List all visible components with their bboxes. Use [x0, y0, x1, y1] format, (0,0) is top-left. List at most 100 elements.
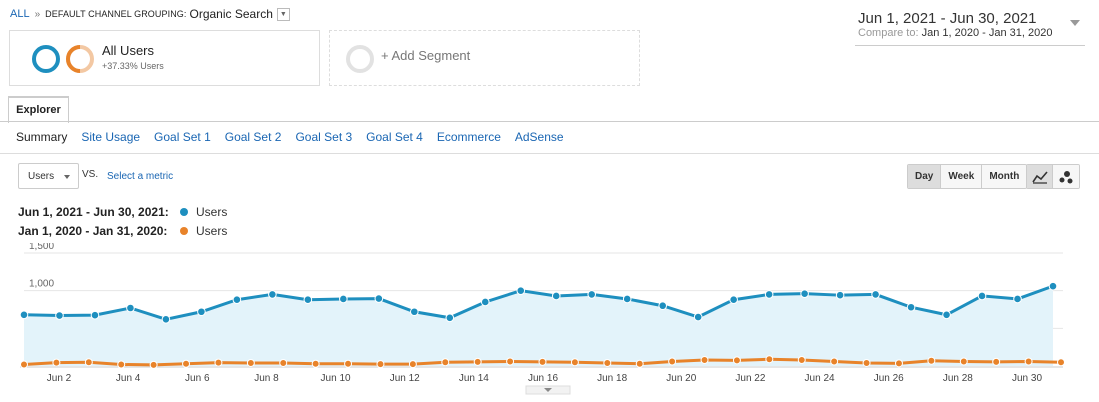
compare-point: [441, 358, 450, 367]
compare-point: [20, 360, 28, 369]
compare-prefix: Compare to:: [858, 27, 919, 39]
primary-point: [55, 311, 64, 320]
primary-area: [24, 286, 1053, 366]
compare-point: [344, 359, 353, 368]
compare-point: [765, 355, 774, 364]
compare-range[interactable]: Compare to: Jan 1, 2020 - Jan 31, 2020: [858, 27, 1052, 39]
primary-point: [977, 291, 987, 301]
legend-range: Jan 1, 2020 - Jan 31, 2020:: [18, 224, 168, 238]
primary-point: [942, 310, 951, 320]
primary-point: [835, 290, 845, 300]
compare-point: [894, 359, 903, 368]
compare-point: [117, 360, 126, 369]
compare-point: [311, 359, 320, 368]
compare-point: [506, 357, 515, 366]
primary-point: [729, 295, 738, 305]
compare-point: [570, 358, 579, 367]
primary-point: [374, 294, 384, 303]
compare-point: [408, 360, 417, 369]
compare-dates: Jan 1, 2020 - Jan 31, 2020: [921, 27, 1053, 39]
subnav-summary[interactable]: Summary: [16, 130, 68, 144]
x-tick-label: Jun 22: [735, 373, 765, 384]
primary-point: [658, 301, 667, 311]
segment-title: All Users: [102, 43, 155, 58]
primary-point: [587, 290, 597, 299]
subnav-adsense[interactable]: AdSense: [514, 130, 564, 144]
compare-point: [149, 360, 158, 369]
compare-point: [1057, 358, 1065, 367]
day-button[interactable]: Day: [908, 165, 941, 188]
primary-point: [622, 294, 632, 304]
chevron-down-icon: [64, 175, 70, 179]
compare-point: [797, 355, 806, 364]
compare-point: [279, 358, 288, 367]
primary-point: [339, 294, 348, 304]
x-tick-label: Jun 8: [254, 373, 279, 384]
x-tick-label: Jun 28: [943, 373, 973, 384]
chevron-down-icon: [544, 388, 552, 392]
primary-point: [480, 297, 490, 307]
compare-point: [603, 358, 612, 367]
breadcrumb-all-link[interactable]: ALL: [10, 8, 30, 20]
week-button[interactable]: Week: [940, 165, 982, 188]
select-metric-link[interactable]: Select a metric: [107, 171, 174, 182]
primary-series-line: [23, 284, 1054, 321]
x-tick-label: Jun 2: [47, 373, 72, 384]
explorer-subnav: Summary Site Usage Goal Set 1 Goal Set 2…: [16, 130, 578, 144]
subnav-goal-set-3[interactable]: Goal Set 3: [295, 130, 353, 144]
subnav-ecommerce[interactable]: Ecommerce: [436, 130, 501, 144]
primary-point: [410, 307, 419, 317]
compare-point: [635, 359, 644, 368]
x-tick-label: Jun 14: [459, 373, 489, 384]
primary-point: [197, 307, 206, 317]
segment-card-all-users[interactable]: All Users +37.33% Users: [9, 30, 320, 86]
legend-series-name: Users: [196, 205, 228, 219]
primary-point: [1013, 294, 1022, 304]
compare-point: [668, 357, 677, 366]
compare-point: [473, 357, 482, 366]
legend-dot-icon: [180, 208, 188, 216]
x-tick-label: Jun 6: [185, 373, 210, 384]
compare-point: [830, 357, 839, 366]
x-tick-label: Jun 20: [666, 373, 696, 384]
add-segment-card[interactable]: + Add Segment: [329, 30, 640, 86]
primary-point: [764, 290, 774, 299]
segment-subtitle: +37.33% Users: [102, 61, 164, 71]
tab-divider: [0, 121, 1099, 122]
compare-point: [927, 356, 936, 365]
subnav-goal-set-2[interactable]: Goal Set 2: [224, 130, 282, 144]
primary-point: [303, 295, 313, 305]
empty-segment-icon: [346, 45, 374, 73]
compare-point: [84, 358, 93, 367]
legend-dot-icon: [180, 227, 188, 235]
subnav-goal-set-1[interactable]: Goal Set 1: [154, 130, 211, 144]
tab-explorer[interactable]: Explorer: [8, 96, 69, 123]
subnav-site-usage[interactable]: Site Usage: [81, 130, 141, 144]
subnav-goal-set-4[interactable]: Goal Set 4: [366, 130, 423, 144]
compare-point: [376, 360, 385, 369]
line-chart-icon[interactable]: [1027, 165, 1053, 188]
date-dropdown-icon[interactable]: [1070, 20, 1080, 26]
legend-primary: Jun 1, 2021 - Jun 30, 2021: Users: [18, 205, 227, 219]
breadcrumb-value: Organic Search: [189, 7, 273, 21]
segment-donut-icon: [32, 45, 60, 73]
x-tick-label: Jun 10: [321, 373, 351, 384]
compare-point: [1024, 357, 1033, 366]
month-button[interactable]: Month: [981, 165, 1027, 188]
x-tick-label: Jun 4: [116, 373, 141, 384]
primary-point: [693, 312, 703, 322]
compare-donut-icon: [66, 45, 94, 73]
date-range[interactable]: Jun 1, 2021 - Jun 30, 2021: [858, 10, 1037, 27]
breadcrumb-separator: »: [34, 8, 41, 20]
compare-point: [52, 358, 61, 367]
y-tick-label: 1,500: [29, 243, 54, 252]
compare-point: [959, 357, 968, 366]
metric-dropdown[interactable]: Users: [18, 163, 79, 189]
primary-point: [19, 310, 29, 320]
motion-chart-icon[interactable]: [1053, 165, 1079, 188]
compare-point: [246, 358, 255, 367]
chart-view-toggle: [1026, 164, 1080, 189]
chevron-down-icon[interactable]: ▼: [276, 7, 290, 21]
primary-point: [551, 291, 561, 301]
